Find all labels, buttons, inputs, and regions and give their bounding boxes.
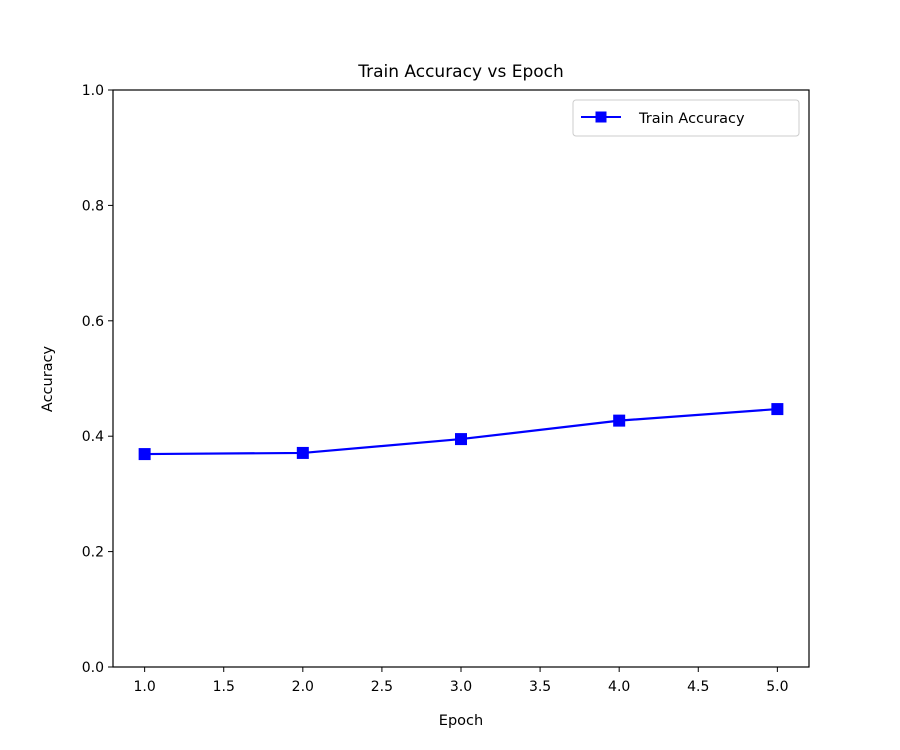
legend-marker-swatch	[595, 111, 607, 123]
x-tick-label: 1.5	[213, 679, 235, 695]
data-point-marker	[771, 403, 784, 416]
data-point-marker	[138, 448, 151, 461]
x-tick-label: 2.0	[292, 679, 314, 695]
data-point-marker	[613, 414, 626, 427]
x-axis-label: Epoch	[439, 713, 483, 729]
data-point-marker	[455, 433, 467, 446]
x-tick-label: 4.5	[687, 679, 709, 695]
y-axis-ticks: 0.0 0.2 0.4 0.6 0.8 1.0	[82, 83, 113, 676]
y-tick-label: 0.8	[82, 198, 104, 214]
legend-box	[572, 99, 800, 137]
x-axis-ticks: 1.0 1.5 2.0 2.5 3.0 3.5 4.0 4.5 5.0	[134, 667, 788, 695]
chart-title: Train Accuracy vs Epoch	[357, 62, 564, 82]
x-tick-label: 2.5	[371, 679, 393, 695]
series-line	[144, 407, 778, 456]
legend: Train Accuracy	[572, 99, 800, 137]
y-tick-label: 0.6	[82, 314, 104, 330]
x-tick-label: 1.0	[134, 679, 156, 695]
x-tick-label: 5.0	[766, 679, 788, 695]
legend-label: Train Accuracy	[638, 111, 745, 127]
y-tick-label: 1.0	[82, 83, 104, 99]
plot-frame	[112, 89, 810, 668]
x-tick-label: 4.0	[608, 679, 630, 695]
y-axis-label: Accuracy	[40, 345, 56, 412]
y-tick-label: 0.0	[82, 660, 104, 676]
x-tick-label: 3.5	[529, 679, 551, 695]
data-point-marker	[296, 446, 309, 459]
y-tick-label: 0.4	[82, 429, 104, 445]
x-tick-label: 3.0	[450, 679, 472, 695]
plot-area	[138, 403, 784, 461]
y-tick-label: 0.2	[82, 545, 104, 561]
